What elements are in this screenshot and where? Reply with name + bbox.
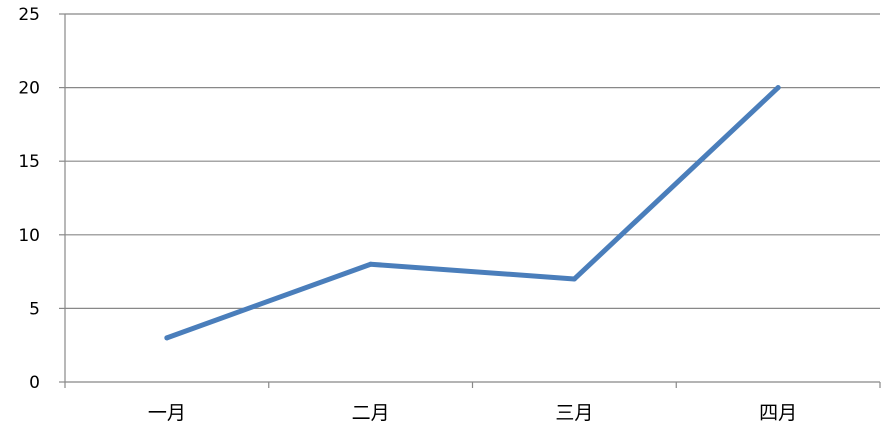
y-axis-tick-labels: 0 5 10 15 20 25	[18, 5, 40, 393]
y-tick-label-15: 15	[18, 152, 40, 172]
y-tick-label-25: 25	[18, 5, 40, 25]
y-tick-label-5: 5	[29, 299, 40, 319]
data-point-2	[368, 261, 374, 267]
series-layer	[164, 85, 781, 341]
x-category-label-1: 一月	[148, 402, 186, 424]
x-axis-category-labels: 一月 二月 三月 四月	[148, 402, 797, 424]
y-tick-label-10: 10	[18, 226, 40, 246]
data-point-4	[775, 85, 781, 91]
y-tick-label-0: 0	[29, 373, 40, 393]
y-tick-label-20: 20	[18, 79, 40, 99]
series-line-1	[164, 85, 781, 341]
gridlines	[65, 13, 880, 309]
x-category-label-4: 四月	[759, 402, 797, 424]
x-category-label-3: 三月	[555, 402, 593, 424]
axes	[59, 13, 881, 388]
x-category-label-2: 二月	[352, 402, 390, 424]
data-point-3	[571, 276, 577, 282]
data-point-1	[164, 335, 170, 341]
